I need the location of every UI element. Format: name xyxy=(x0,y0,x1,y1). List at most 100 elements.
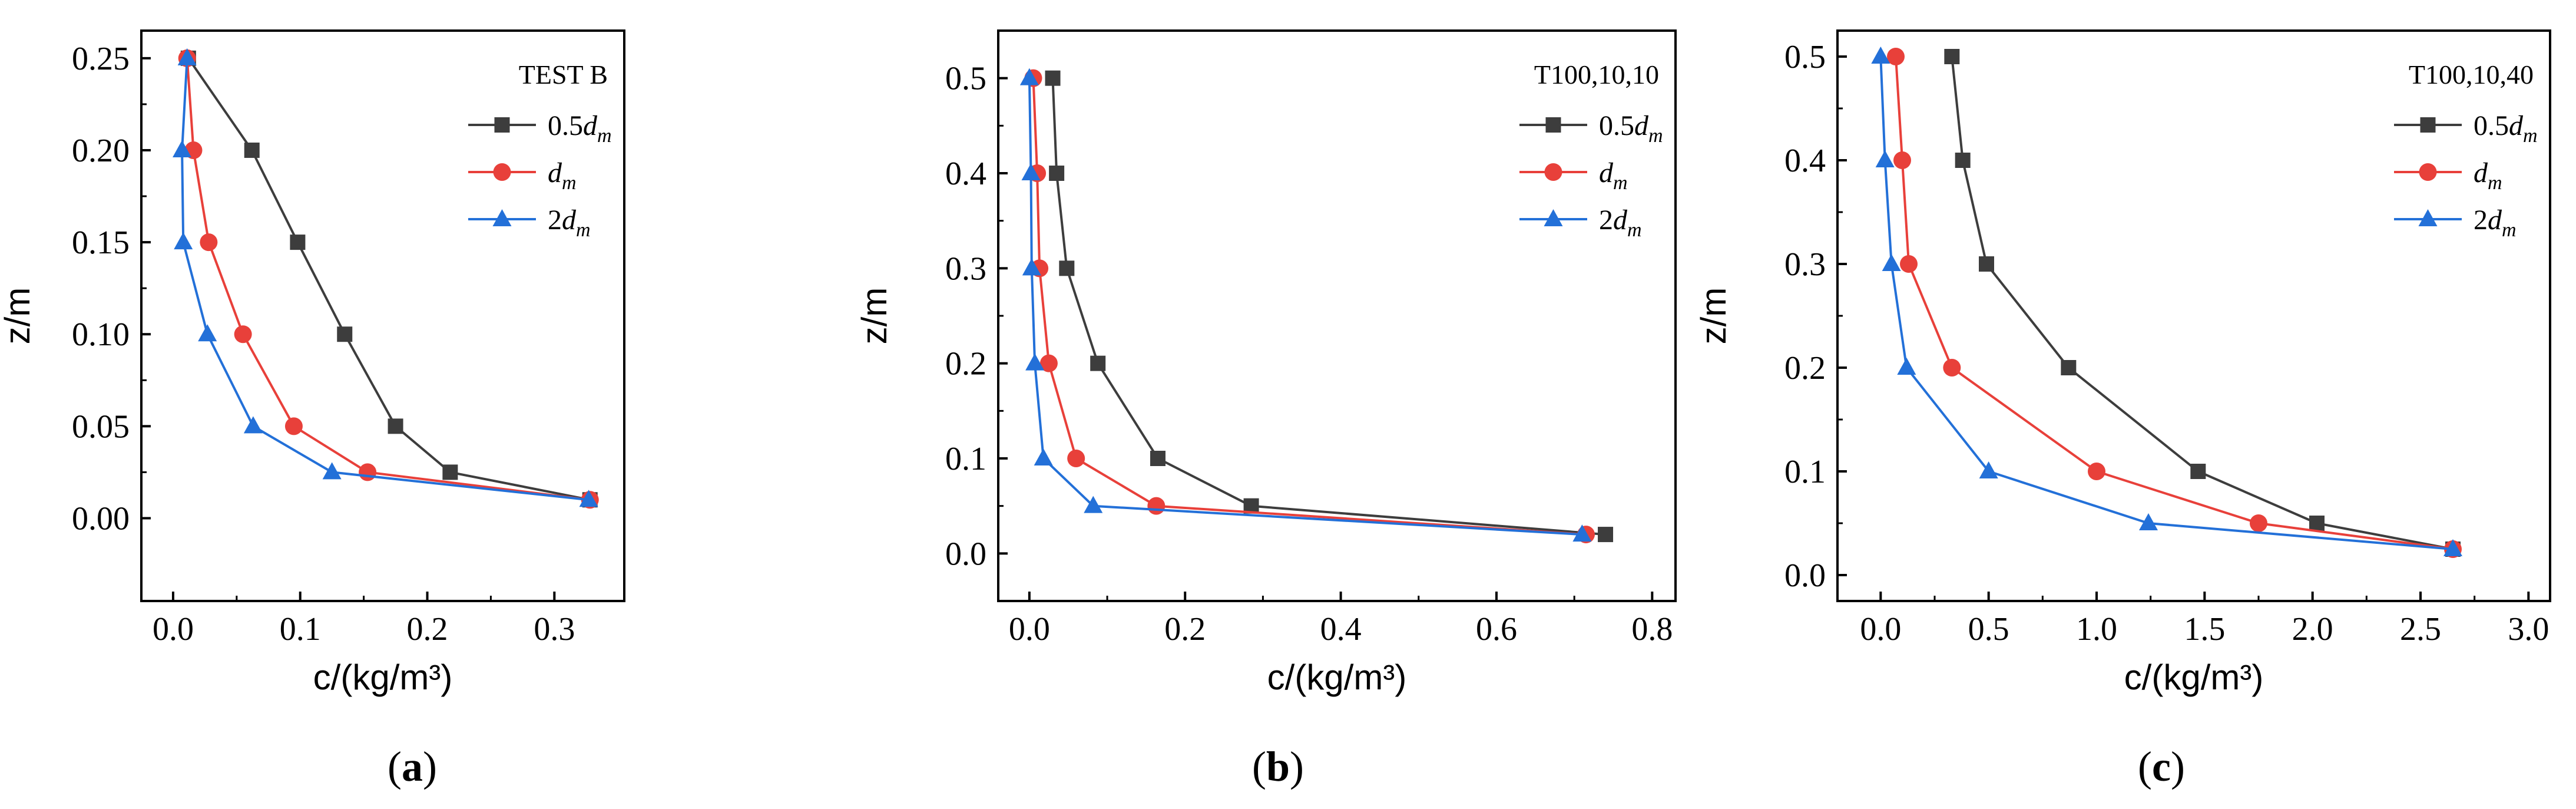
y-tick-label: 0.5 xyxy=(945,61,986,97)
data-point xyxy=(234,325,252,344)
data-point xyxy=(1022,258,1041,276)
series-0-5dm xyxy=(1944,49,2461,557)
data-point xyxy=(290,235,306,250)
x-tick-label: 0.0 xyxy=(153,611,194,648)
x-tick-label: 2.0 xyxy=(2292,611,2333,648)
legend-title: T100,10,40 xyxy=(2409,60,2534,90)
y-tick-label: 0.1 xyxy=(1784,454,1826,490)
legend-entry-dm: dm xyxy=(2394,157,2502,194)
y-tick-label: 0.05 xyxy=(72,408,130,445)
legend-marker xyxy=(1544,209,1563,226)
legend-marker xyxy=(2418,209,2438,226)
data-point xyxy=(1979,461,1998,478)
legend-label: 2dm xyxy=(1599,204,1642,241)
legend-entry-2dm: 2dm xyxy=(468,204,591,241)
data-point xyxy=(1893,151,1911,169)
data-point xyxy=(1572,524,1592,542)
data-point xyxy=(177,48,197,65)
x-axis-title: c/(kg/m³) xyxy=(2124,658,2264,697)
data-point xyxy=(200,233,218,252)
data-point xyxy=(2139,513,2158,530)
x-tick-label: 0.0 xyxy=(1009,611,1050,648)
data-point xyxy=(1943,359,1961,377)
y-tick-label: 0.20 xyxy=(72,133,130,169)
data-point xyxy=(337,326,353,342)
data-point xyxy=(1979,256,1994,272)
legend-marker xyxy=(494,117,510,133)
legend: T100,10,10 0.5dm dm 2dm xyxy=(1519,60,1663,241)
series-dm xyxy=(1024,69,1595,544)
series-line xyxy=(1032,78,1587,536)
legend-marker xyxy=(492,209,512,226)
series-2dm xyxy=(1871,47,2462,556)
legend-entry-0-5dm: 0.5dm xyxy=(2394,110,2538,147)
legend-label: 0.5dm xyxy=(548,110,612,147)
y-axis-title: z/m xyxy=(1694,288,1733,345)
legend-label: dm xyxy=(2474,157,2502,194)
y-tick-label: 0.5 xyxy=(1784,39,1826,75)
x-tick-label: 0.2 xyxy=(407,611,448,648)
data-point xyxy=(322,462,342,480)
chart-panel-a: 0.0 0.1 0.2 0.3 0.00 0.05 0.10 0.15 0.20 0.25 c/(k… xyxy=(0,29,625,697)
legend-label: 2dm xyxy=(2474,204,2517,241)
x-tick-label: 3.0 xyxy=(2508,611,2549,648)
y-tick-label: 0.0 xyxy=(945,536,986,572)
legend-entry-2dm: 2dm xyxy=(2394,204,2517,241)
y-tick-label: 0.10 xyxy=(72,316,130,353)
x-tick-label: 0.4 xyxy=(1320,611,1362,648)
data-point xyxy=(198,324,217,342)
data-point xyxy=(1871,47,1890,64)
data-point xyxy=(2061,360,2077,375)
legend-marker xyxy=(1544,163,1562,181)
chart-panel-b: 0.0 0.2 0.4 0.6 0.8 0.0 0.1 0.2 0.3 0.4 0.5 c/(kg/m… xyxy=(855,29,1677,697)
x-tick-label: 0.8 xyxy=(1631,611,1673,648)
plot-frame xyxy=(997,29,1677,602)
data-point xyxy=(1887,48,1905,65)
panel-label-c: (c) xyxy=(2138,743,2185,790)
data-point xyxy=(1147,497,1166,515)
y-tick-label: 0.0 xyxy=(1784,557,1826,594)
data-point xyxy=(284,417,303,435)
x-tick-label: 0.5 xyxy=(1968,611,2009,648)
data-point xyxy=(579,490,598,507)
legend-marker xyxy=(2420,117,2436,133)
legend-entry-dm: dm xyxy=(1519,157,1628,194)
data-point xyxy=(1049,166,1065,181)
panel-label-a: (a) xyxy=(388,743,437,790)
y-axis-title: z/m xyxy=(0,288,37,345)
data-point xyxy=(1875,150,1895,167)
data-point xyxy=(244,142,260,158)
data-point xyxy=(2250,514,2267,532)
y-tick-label: 0.3 xyxy=(1784,246,1826,283)
plot-frame xyxy=(1836,29,2551,602)
data-point xyxy=(1039,354,1058,372)
y-tick-label: 0.2 xyxy=(945,346,986,382)
y-axis-title: z/m xyxy=(855,288,894,345)
data-point xyxy=(1019,68,1039,85)
y-tick-label: 0.3 xyxy=(945,250,986,287)
plot-frame xyxy=(140,29,625,602)
data-point xyxy=(1034,448,1053,465)
legend-label: 0.5dm xyxy=(2474,110,2538,147)
data-point xyxy=(1897,358,1916,375)
data-point xyxy=(359,463,377,481)
series-0-5dm xyxy=(1045,70,1614,543)
data-point xyxy=(442,464,458,480)
legend-entry-0-5dm: 0.5dm xyxy=(468,110,612,147)
legend-label: dm xyxy=(1599,157,1628,194)
data-point xyxy=(1059,260,1075,276)
y-tick-label: 0.4 xyxy=(945,156,986,192)
data-point xyxy=(1067,450,1085,467)
y-tick-label: 0.00 xyxy=(72,500,130,537)
data-point xyxy=(388,418,403,434)
legend-label: 0.5dm xyxy=(1599,110,1663,147)
data-point xyxy=(1084,496,1103,513)
series-line xyxy=(1051,78,1606,536)
legend-label: 2dm xyxy=(548,204,591,241)
legend-marker xyxy=(1545,117,1561,133)
x-tick-label: 2.5 xyxy=(2400,611,2441,648)
series-dm xyxy=(1887,48,2462,558)
series-line xyxy=(1879,56,2454,550)
series-0-5dm xyxy=(180,50,598,508)
